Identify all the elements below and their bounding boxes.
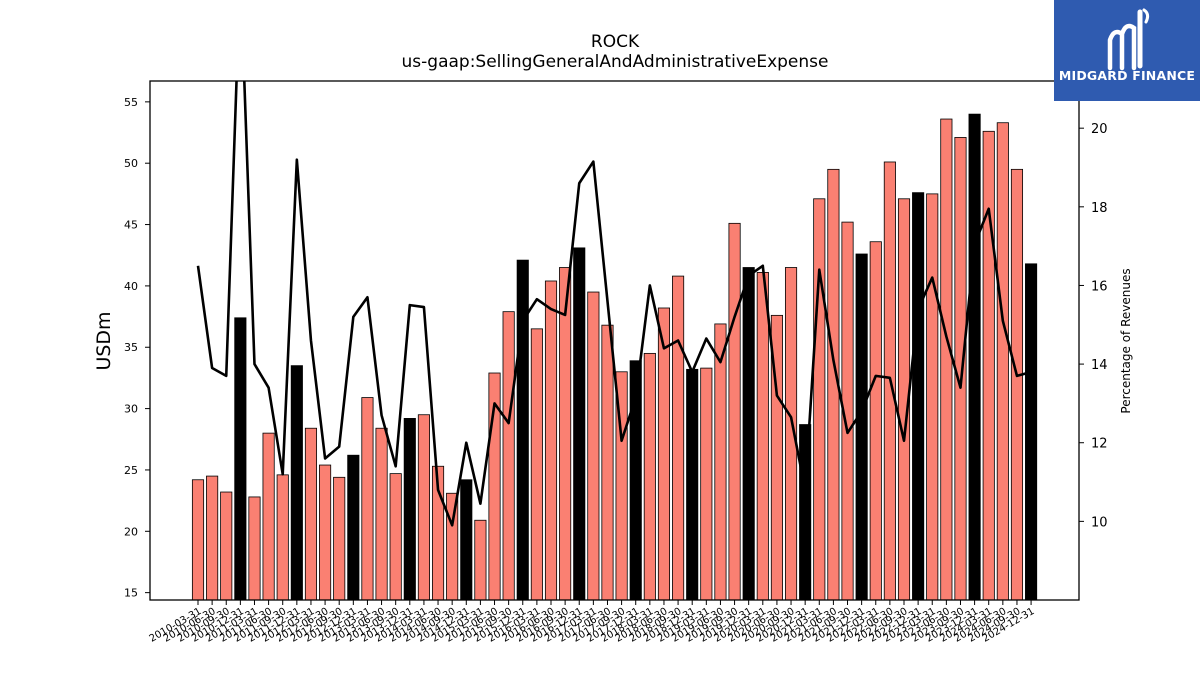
bar — [813, 198, 826, 601]
bar — [601, 324, 614, 601]
y-tick-label: 50 — [124, 157, 138, 170]
bar — [700, 367, 713, 601]
bar — [191, 479, 205, 601]
bar — [530, 328, 543, 601]
bar — [361, 397, 374, 601]
bar — [996, 122, 1009, 601]
bar — [474, 519, 487, 601]
bar — [319, 464, 332, 601]
bar — [686, 368, 699, 601]
logo-text: MIDGARD FINANCE — [1058, 68, 1196, 83]
bar — [926, 193, 939, 601]
bar — [869, 241, 882, 601]
bar — [516, 259, 529, 601]
bar — [1025, 263, 1038, 601]
x-axis: 2010-03-312010-06-302010-09-302010-12-31… — [148, 600, 1037, 645]
chart-title: ROCK — [590, 32, 640, 52]
bar — [940, 118, 953, 601]
bar — [855, 253, 868, 601]
bar — [799, 424, 812, 601]
y2-tick-label: 12 — [1091, 437, 1108, 452]
y-tick-label: 15 — [124, 587, 138, 600]
bar — [587, 291, 600, 601]
bar — [756, 271, 769, 601]
bar — [742, 267, 755, 601]
y-axis-label: USDm — [93, 311, 115, 370]
bar — [728, 222, 741, 601]
bar — [403, 418, 416, 601]
bar — [1010, 168, 1024, 601]
plot-frame — [149, 80, 1080, 601]
bar — [912, 192, 925, 601]
y-tick-label: 55 — [124, 96, 138, 109]
bar — [234, 317, 247, 601]
bar — [290, 365, 303, 601]
y-tick-label: 20 — [124, 525, 138, 538]
bar — [460, 479, 473, 601]
bar-series — [191, 113, 1038, 601]
bar — [573, 247, 586, 601]
y2-tick-label: 14 — [1091, 358, 1108, 373]
bar — [276, 474, 289, 601]
y-tick-label: 30 — [124, 403, 138, 416]
bar — [262, 432, 275, 601]
y2-tick-label: 20 — [1091, 122, 1108, 137]
bar — [389, 473, 402, 601]
bar — [333, 476, 346, 601]
y-axis-left: 15 20 25 30 35 40 45 50 55 — [124, 96, 150, 600]
bar — [304, 427, 318, 601]
bar — [714, 323, 727, 601]
bar — [375, 427, 388, 601]
y-tick-label: 25 — [124, 464, 138, 477]
y-axis-right: 10 12 14 16 18 20 — [1079, 122, 1108, 530]
bar — [206, 475, 219, 601]
y-tick-label: 45 — [124, 219, 138, 232]
bar — [347, 454, 360, 601]
bar — [502, 311, 515, 601]
bar — [982, 130, 995, 601]
y2-axis-label: Percentage of Revenues — [1119, 268, 1133, 413]
bar — [220, 491, 233, 601]
bar — [248, 496, 261, 601]
bar — [968, 113, 981, 601]
bar — [643, 352, 656, 601]
y2-tick-label: 10 — [1091, 515, 1108, 530]
chart-subtitle: us-gaap:SellingGeneralAndAdministrativeE… — [401, 52, 829, 72]
y2-tick-label: 18 — [1091, 201, 1108, 216]
percentage-line — [196, 81, 1032, 527]
bar — [657, 307, 671, 601]
y2-tick-label: 16 — [1091, 279, 1108, 294]
bar — [417, 414, 430, 601]
y-tick-label: 40 — [124, 280, 138, 293]
percentage-series — [196, 81, 1032, 527]
bar — [544, 280, 558, 601]
y-tick-label: 35 — [124, 341, 138, 354]
bar — [559, 267, 572, 601]
midgard-finance-logo: MIDGARD FINANCE — [1054, 0, 1200, 101]
bar — [672, 275, 685, 601]
midgard-logo-icon — [1107, 8, 1150, 71]
